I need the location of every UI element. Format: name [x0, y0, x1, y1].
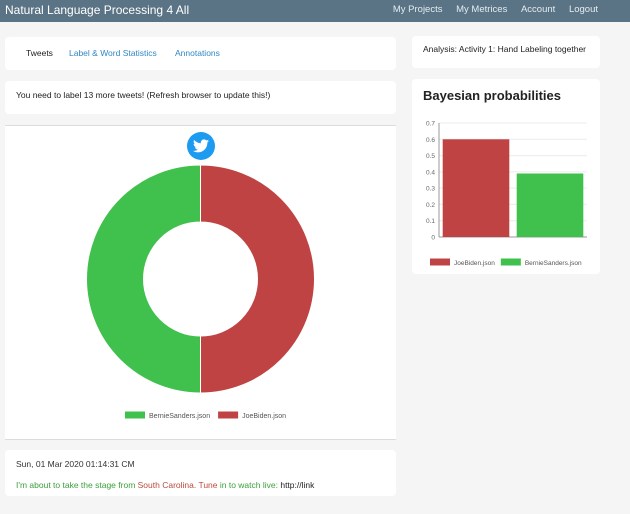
tweet-text-end: in to watch live:: [217, 480, 281, 490]
twitter-bird-icon: [193, 139, 209, 153]
tweet-card: Sun, 01 Mar 2020 01:14:31 CM I'm about t…: [5, 450, 396, 496]
label-remaining-notice: You need to label 13 more tweets! (Refre…: [16, 90, 271, 100]
tweet-text-highlight: South Carolina. Tune: [137, 480, 218, 490]
nav-logout[interactable]: Logout: [568, 4, 598, 15]
bar-joebiden-json: [442, 139, 510, 237]
donut-slice-joebiden-json: [200, 164, 315, 394]
tweet-text: I'm about to take the stage from South C…: [16, 480, 314, 490]
analysis-card: Analysis: Activity 1: Hand Labeling toge…: [412, 36, 600, 68]
bar-berniesanders-json: [516, 173, 584, 237]
y-tick-label: 0: [431, 235, 435, 242]
legend-swatch-joebiden-json: [218, 411, 239, 419]
legend-swatch-berniesanders-json: [500, 258, 521, 266]
y-tick-label: 0.5: [426, 153, 435, 160]
y-tick-label: 0.4: [426, 169, 435, 176]
nav-account[interactable]: Account: [520, 4, 556, 15]
nav-my-projects[interactable]: My Projects: [392, 4, 443, 15]
legend-label-joebiden-json: JoeBiden.json: [242, 413, 286, 420]
app-title[interactable]: Natural Language Processing 4 All: [5, 3, 190, 17]
legend-label-berniesanders-json: BernieSanders.json: [149, 413, 210, 420]
notice-card: You need to label 13 more tweets! (Refre…: [5, 81, 396, 114]
tab-annotations[interactable]: Annotations: [175, 48, 220, 58]
tweet-text-start: I'm about to take the stage from: [16, 480, 138, 490]
y-tick-label: 0.1: [426, 218, 435, 225]
top-navbar: Natural Language Processing 4 All My Pro…: [0, 0, 630, 22]
tweet-date: Sun, 01 Mar 2020 01:14:31 CM: [16, 459, 135, 469]
bayesian-bar-chart: 0 0.1 0.2 0.3 0.4 0.5 0.6 0.7 JoeBiden.json Berni…: [426, 121, 587, 267]
analysis-title: Analysis: Activity 1: Hand Labeling toge…: [423, 44, 587, 54]
nav-my-metrices[interactable]: My Metrices: [456, 4, 508, 15]
label-distribution-chart: BernieSanders.json JoeBiden.json: [86, 164, 315, 420]
legend-label-berniesanders-json: BernieSanders.json: [525, 260, 582, 267]
twitter-icon[interactable]: [187, 132, 215, 160]
y-tick-label: 0.2: [426, 202, 435, 209]
donut-slice-berniesanders-json: [86, 164, 201, 394]
nav-menu: My Projects My Metrices Account Logout: [382, 4, 598, 15]
y-tick-label: 0.3: [426, 186, 435, 193]
legend-swatch-berniesanders-json: [125, 411, 145, 419]
donut-chart-card: BernieSanders.json JoeBiden.json: [5, 125, 396, 440]
bayes-title: Bayesian probabilities: [423, 88, 561, 103]
bayes-card: 0 0.1 0.2 0.3 0.4 0.5 0.6 0.7 JoeBiden.json Berni…: [412, 79, 600, 274]
y-tick-label: 0.6: [426, 137, 435, 144]
tabs-card: Tweets Label & Word Statistics Annotatio…: [5, 37, 396, 70]
legend-label-joebiden-json: JoeBiden.json: [454, 260, 495, 267]
y-tick-label: 0.7: [426, 121, 435, 128]
tweet-link[interactable]: http://link: [280, 480, 315, 490]
legend-swatch-joebiden-json: [430, 258, 450, 266]
tab-tweets[interactable]: Tweets: [26, 48, 53, 58]
tab-label-word-statistics[interactable]: Label & Word Statistics: [69, 48, 157, 58]
